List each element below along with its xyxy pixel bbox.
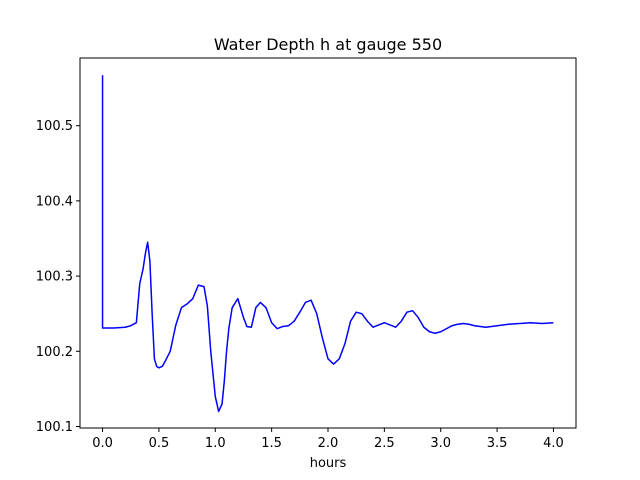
x-tick-label: 1.0	[205, 436, 226, 451]
y-tick-label: 100.4	[36, 194, 73, 209]
x-tick-label: 3.0	[430, 436, 451, 451]
plot-area	[101, 75, 554, 413]
x-tick-label: 2.0	[318, 436, 339, 451]
x-axis: 0.0 0.5 1.0 1.5 2.0 2.5 3.0 3.5 4.0	[92, 428, 564, 451]
x-tick-label: 3.5	[487, 436, 508, 451]
y-tick-label: 100.1	[36, 420, 73, 435]
x-tick-label: 4.0	[543, 436, 564, 451]
x-tick-label: 0.0	[92, 436, 113, 451]
x-tick-label: 2.5	[374, 436, 395, 451]
series-line	[101, 75, 554, 413]
y-axis: 100.1 100.2 100.3 100.4 100.5	[36, 119, 80, 435]
y-tick-label: 100.2	[36, 345, 73, 360]
chart-title: Water Depth h at gauge 550	[214, 35, 442, 54]
x-tick-label: 0.5	[149, 436, 170, 451]
y-tick-label: 100.3	[36, 270, 73, 285]
y-tick-label: 100.5	[36, 119, 73, 134]
x-tick-label: 1.5	[261, 436, 282, 451]
x-axis-label: hours	[310, 456, 347, 471]
